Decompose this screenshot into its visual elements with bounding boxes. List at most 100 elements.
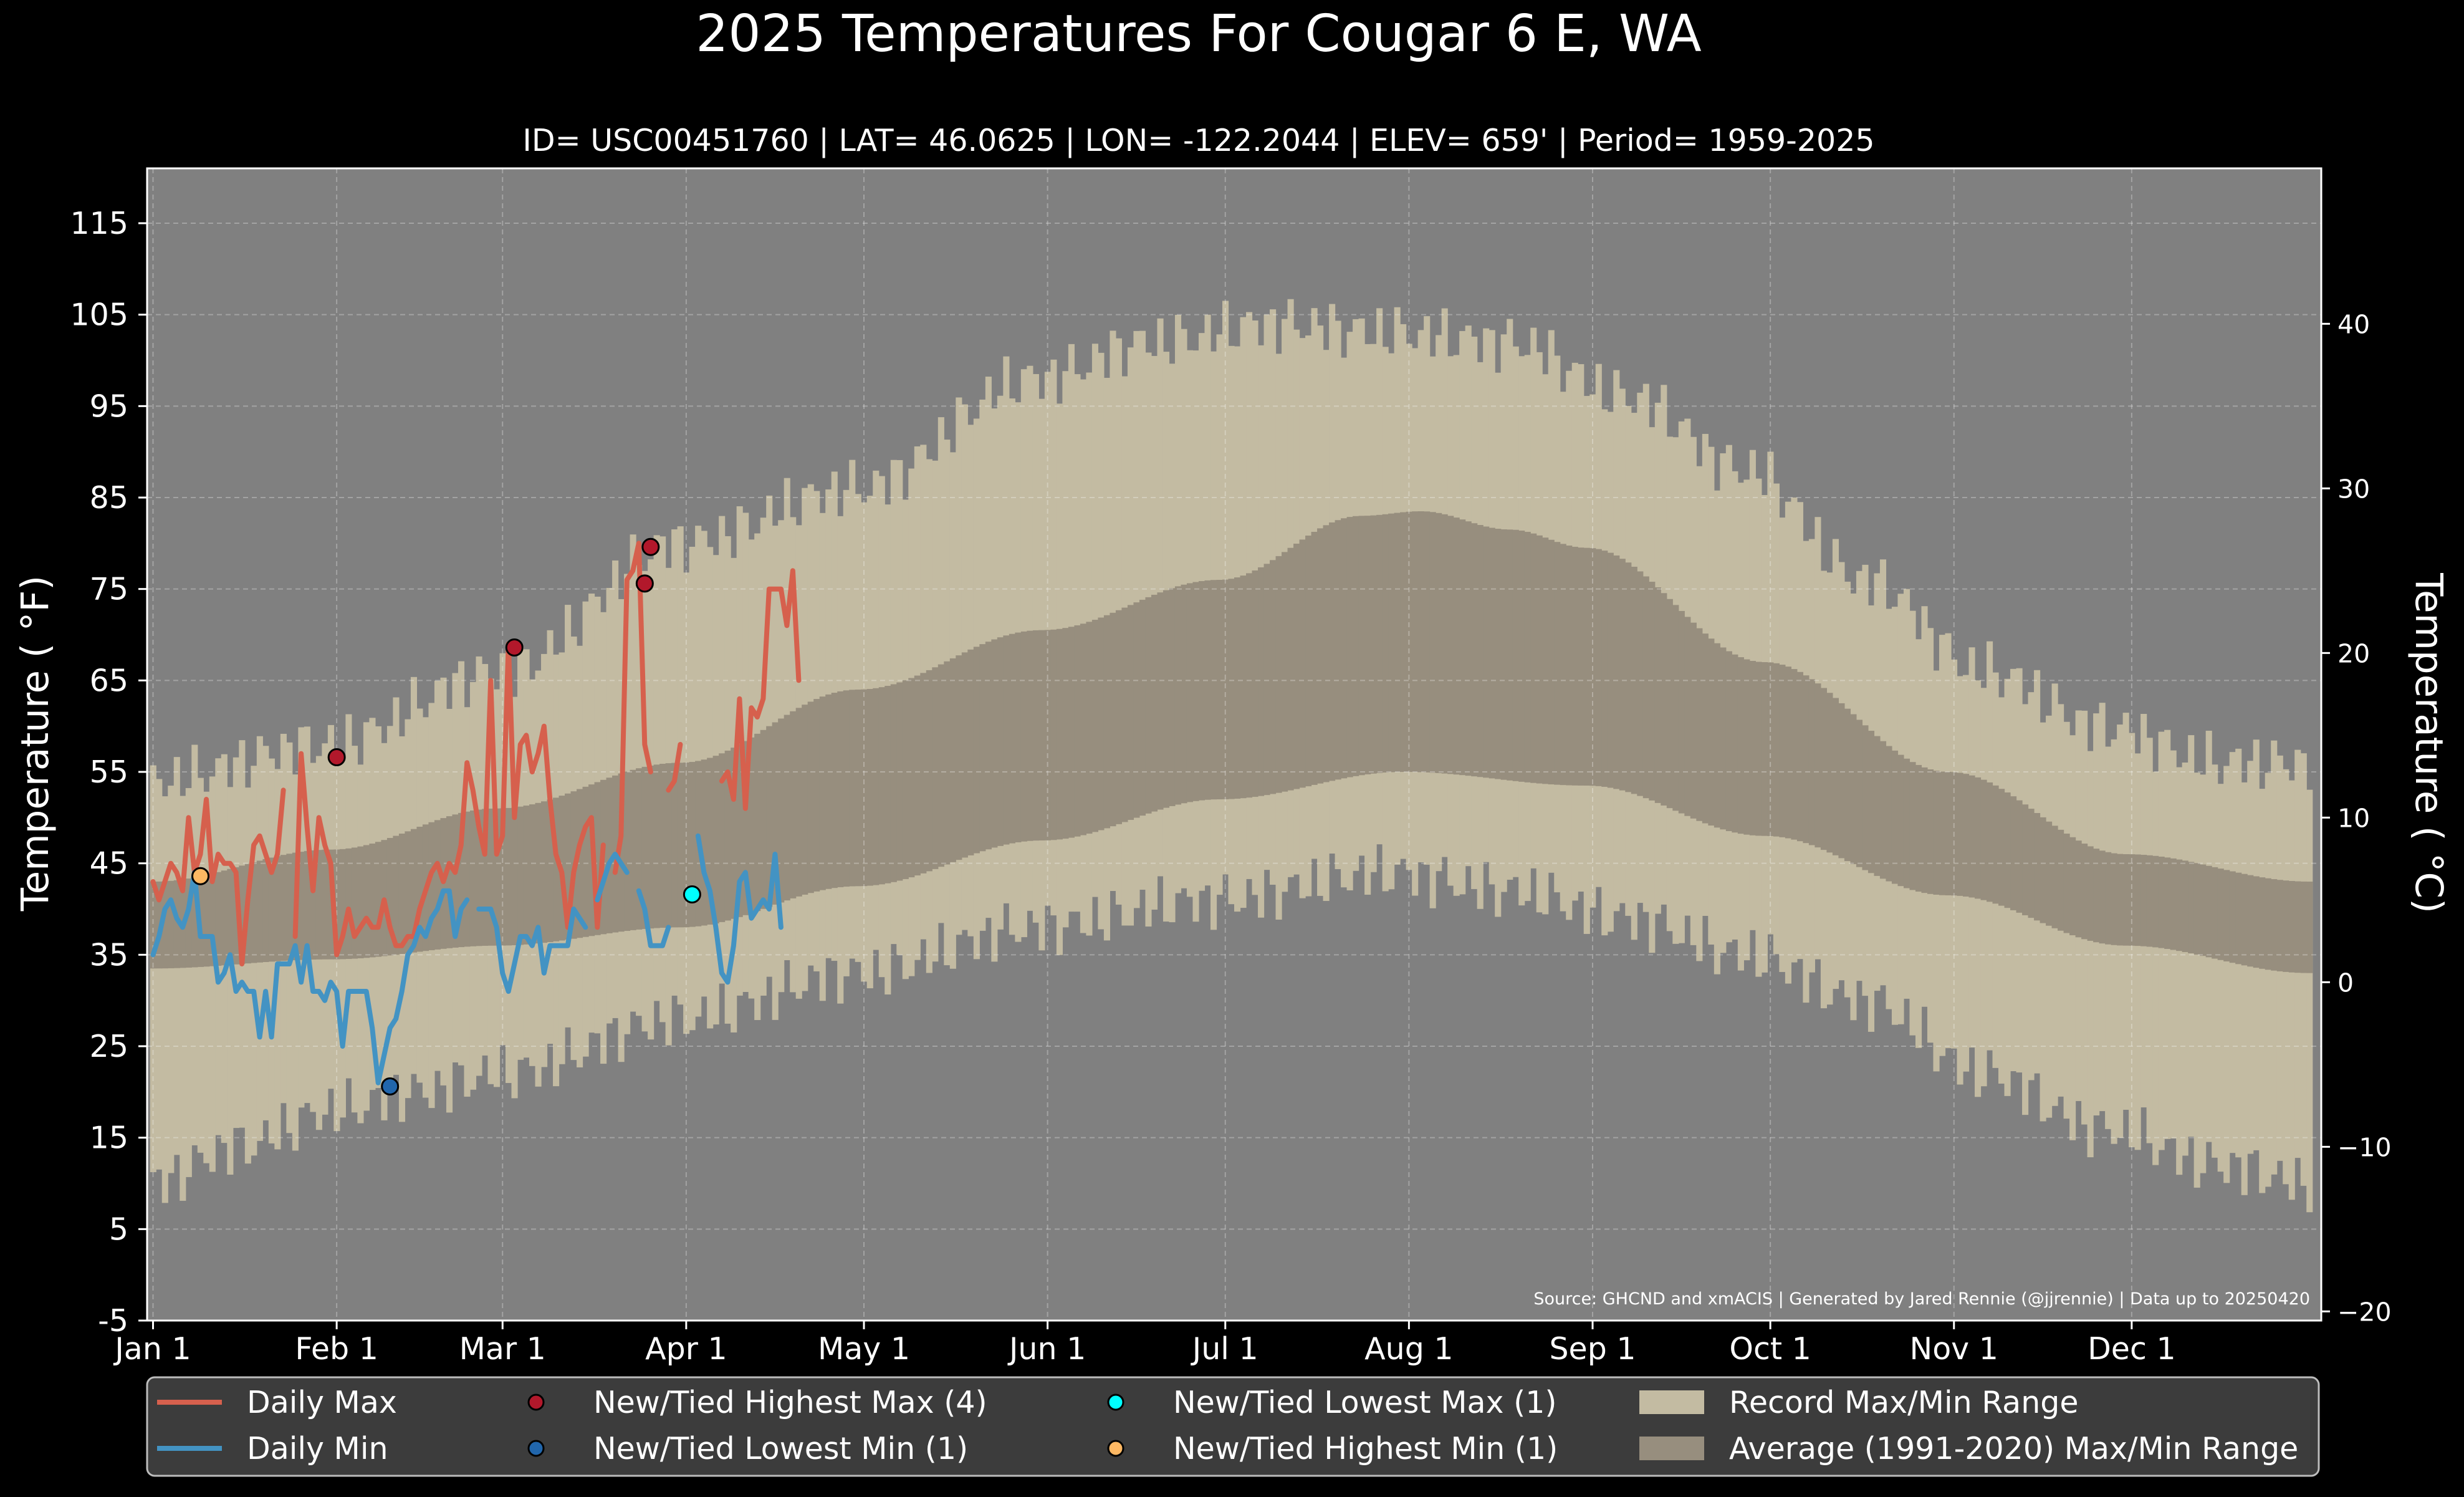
normal-range-bar <box>1453 517 1460 775</box>
normal-range-bar <box>322 849 328 960</box>
normal-range-bar <box>1098 617 1105 830</box>
source-note: Source: GHCND and xmACIS | Generated by … <box>1533 1289 2310 1309</box>
chart-title: 2025 Temperatures For Cougar 6 E, WA <box>696 4 1702 64</box>
normal-range-bar <box>2046 821 2053 926</box>
normal-range-bar <box>363 845 370 958</box>
legend-label: Record Max/Min Range <box>1729 1385 2079 1420</box>
normal-range-bar <box>636 768 643 930</box>
normal-range-bar <box>1933 771 1940 895</box>
chart-subtitle: ID= USC00451760 | LAT= 46.0625 | LON= -1… <box>522 123 1874 158</box>
normal-range-bar <box>487 808 494 946</box>
normal-range-bar <box>1583 547 1590 786</box>
normal-range-bar <box>1939 771 1946 895</box>
normal-range-bar <box>1459 519 1466 776</box>
daily-min-line <box>695 833 784 985</box>
normal-range-bar <box>1240 575 1247 799</box>
normal-range-bar <box>2188 862 2195 953</box>
y-tick-label: 55 <box>90 754 128 790</box>
normal-range-bar <box>357 846 364 958</box>
normal-range-bar <box>1879 741 1887 879</box>
normal-range-bar <box>1406 511 1412 773</box>
normal-range-bar <box>2040 817 2046 923</box>
normal-range-bar <box>956 655 962 860</box>
normal-range-bar <box>2235 872 2242 965</box>
normal-range-bar <box>1056 628 1063 840</box>
normal-range-bar <box>2205 865 2212 958</box>
y-tick-label: 95 <box>90 388 128 424</box>
normal-range-bar <box>1791 669 1798 840</box>
normal-range-bar <box>582 786 589 937</box>
normal-range-bar <box>2129 854 2136 946</box>
normal-range-bar <box>1560 544 1566 786</box>
normal-range-bar <box>1957 773 1963 896</box>
normal-range-bar <box>1945 772 1952 895</box>
normal-range-bar <box>2241 874 2248 966</box>
x-tick-label: Jun 1 <box>1007 1331 1086 1367</box>
record-range-bar <box>227 787 234 1175</box>
normal-range-bar <box>742 741 749 915</box>
normal-range-bar <box>1779 665 1786 837</box>
normal-range-bar <box>1826 693 1833 853</box>
normal-range-bar <box>2058 829 2064 931</box>
normal-range-bar <box>2034 813 2041 921</box>
normal-range-bar <box>469 810 477 946</box>
normal-range-bar <box>1654 587 1661 803</box>
y-axis-label-right: Temperature ( °C) <box>2407 572 2451 913</box>
normal-range-bar <box>1530 533 1537 783</box>
normal-range-bar <box>1186 583 1194 802</box>
normal-range-bar <box>2111 853 2117 945</box>
normal-range-bar <box>878 687 885 885</box>
normal-range-bar <box>1578 547 1584 786</box>
normal-range-bar <box>1968 775 1975 898</box>
normal-range-bar <box>1228 579 1235 799</box>
normal-range-bar <box>1174 586 1182 805</box>
normal-range-bar <box>1743 659 1750 835</box>
record-range-bar <box>185 787 192 1177</box>
normal-range-bar <box>1103 615 1111 829</box>
y-right-tick-label: 30 <box>2337 474 2370 504</box>
normal-range-bar <box>150 882 156 969</box>
normal-range-bar <box>1732 654 1738 833</box>
normal-range-bar <box>553 797 560 941</box>
legend-swatch-marker <box>1107 1394 1124 1411</box>
normal-range-bar <box>256 860 263 963</box>
legend-label: New/Tied Lowest Max (1) <box>1173 1385 1557 1420</box>
normal-range-bar <box>766 726 773 907</box>
normal-range-bar <box>1436 513 1442 773</box>
record-range-bar <box>244 787 251 1164</box>
normal-range-bar <box>1838 703 1845 859</box>
normal-range-bar <box>1785 667 1791 839</box>
normal-range-bar <box>1162 590 1170 808</box>
y-tick-label: 65 <box>90 663 128 698</box>
x-tick-label: Dec 1 <box>2088 1331 2176 1367</box>
normal-range-bar <box>1003 635 1010 845</box>
normal-range-bar <box>333 849 340 960</box>
y-right-tick-label: 10 <box>2337 803 2370 833</box>
legend-label: New/Tied Highest Min (1) <box>1173 1431 1558 1466</box>
normal-range-bar <box>932 667 939 869</box>
normal-range-bar <box>689 762 696 927</box>
normal-range-bar <box>861 689 868 887</box>
record-range-bar <box>2223 766 2230 1183</box>
normal-range-bar <box>505 807 512 946</box>
normal-range-bar <box>736 744 743 917</box>
normal-range-bar <box>967 649 974 855</box>
record-range-bar <box>1110 330 1116 892</box>
x-tick-label: May 1 <box>818 1331 910 1367</box>
normal-range-bar <box>428 822 435 951</box>
normal-range-bar <box>1666 599 1673 809</box>
normal-range-bar <box>772 722 779 905</box>
normal-range-bar <box>304 850 310 960</box>
daily-max-line <box>150 787 286 966</box>
normal-range-bar <box>310 850 317 960</box>
normal-range-bar <box>2022 804 2029 915</box>
normal-range-bar <box>1483 526 1490 778</box>
y-tick-label: 15 <box>90 1120 128 1156</box>
normal-range-bar <box>790 711 797 898</box>
normal-range-bar <box>1204 580 1211 800</box>
normal-range-bar <box>1151 594 1158 812</box>
normal-range-bar <box>1020 631 1027 842</box>
normal-range-bar <box>1074 625 1081 837</box>
normal-range-bar <box>973 647 980 854</box>
normal-range-bar <box>944 661 951 865</box>
